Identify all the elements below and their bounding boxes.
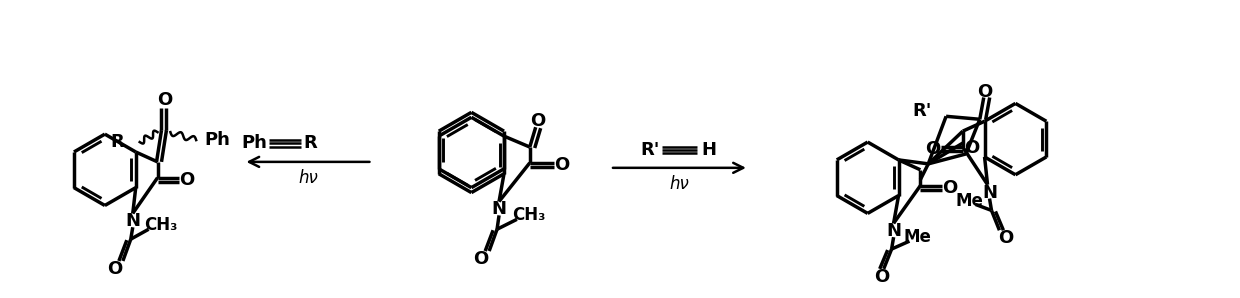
Text: CH₃: CH₃: [512, 207, 546, 224]
Text: O: O: [529, 112, 546, 130]
Text: Me: Me: [904, 228, 931, 246]
Text: H: H: [702, 141, 717, 159]
Text: O: O: [977, 83, 992, 100]
Text: Ph: Ph: [242, 134, 268, 152]
Text: N: N: [982, 184, 997, 201]
Text: O: O: [156, 91, 172, 109]
Text: O: O: [554, 156, 569, 174]
Text: hν: hν: [298, 169, 317, 187]
Text: N: N: [887, 222, 901, 240]
Text: N: N: [125, 212, 140, 230]
Text: O: O: [180, 171, 195, 189]
Text: R: R: [110, 133, 124, 151]
Text: R: R: [303, 134, 316, 152]
Text: O: O: [942, 179, 957, 197]
Text: O: O: [965, 139, 980, 157]
Text: N: N: [491, 201, 507, 218]
Text: O: O: [925, 140, 941, 158]
Text: R': R': [913, 102, 932, 120]
Text: O: O: [474, 250, 489, 268]
Text: Ph: Ph: [205, 131, 229, 149]
Text: CH₃: CH₃: [144, 216, 177, 234]
Text: R': R': [640, 141, 660, 159]
Text: Me: Me: [956, 192, 983, 209]
Text: O: O: [874, 268, 889, 286]
Text: O: O: [998, 229, 1013, 247]
Text: O: O: [108, 260, 123, 278]
Text: hν: hν: [670, 175, 689, 193]
